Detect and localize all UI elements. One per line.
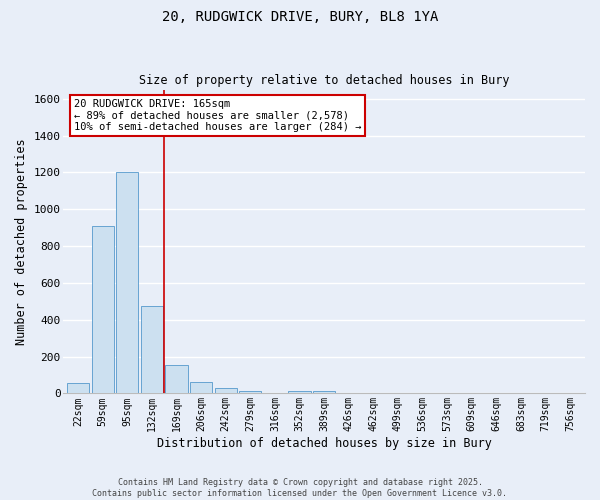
Title: Size of property relative to detached houses in Bury: Size of property relative to detached ho… [139, 74, 509, 87]
Bar [67, 384, 89, 394]
Bar [166, 365, 188, 394]
Bar [141, 306, 163, 394]
Bar [313, 390, 335, 394]
Bar [190, 382, 212, 394]
Text: 20, RUDGWICK DRIVE, BURY, BL8 1YA: 20, RUDGWICK DRIVE, BURY, BL8 1YA [162, 10, 438, 24]
Bar [92, 226, 114, 394]
Bar [215, 388, 237, 394]
Bar [289, 390, 311, 394]
Y-axis label: Number of detached properties: Number of detached properties [15, 138, 28, 345]
Bar [239, 390, 262, 394]
Text: Contains HM Land Registry data © Crown copyright and database right 2025.
Contai: Contains HM Land Registry data © Crown c… [92, 478, 508, 498]
Text: 20 RUDGWICK DRIVE: 165sqm
← 89% of detached houses are smaller (2,578)
10% of se: 20 RUDGWICK DRIVE: 165sqm ← 89% of detac… [74, 98, 361, 132]
X-axis label: Distribution of detached houses by size in Bury: Distribution of detached houses by size … [157, 437, 491, 450]
Bar [116, 172, 139, 394]
